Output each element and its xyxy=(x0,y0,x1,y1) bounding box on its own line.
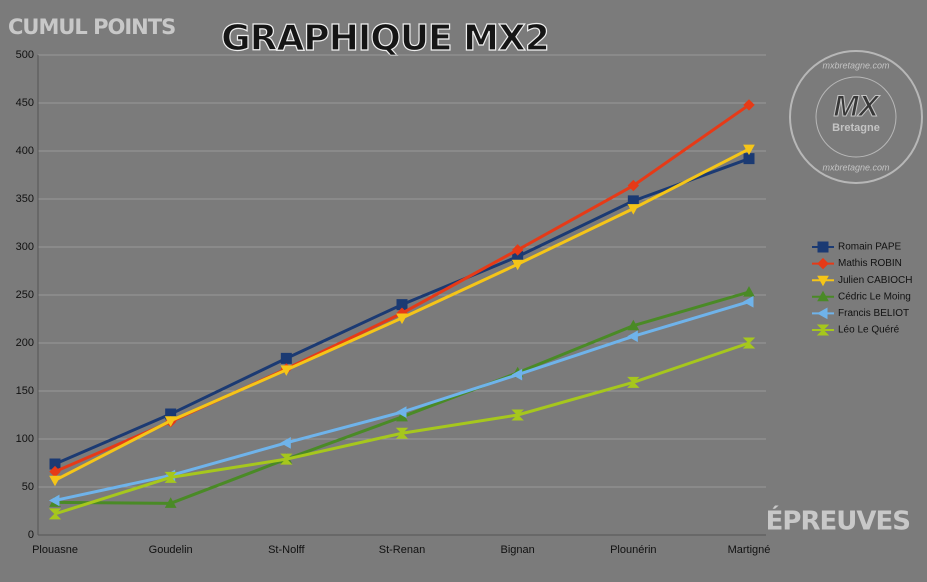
marker xyxy=(743,99,755,111)
marker xyxy=(280,365,293,376)
legend-label: Léo Le Quéré xyxy=(838,325,900,336)
marker xyxy=(627,376,640,388)
legend-label: Francis BELIOT xyxy=(838,308,909,319)
legend-label: Julien CABIOCH xyxy=(838,275,912,286)
watermark-ring xyxy=(789,50,923,184)
marker xyxy=(164,497,177,508)
plot-area: 0 50 100 150 200 250 300 350 400 450 500 Plouasne Go… xyxy=(16,49,913,556)
watermark-logo: MX xyxy=(834,90,881,123)
y-tick-label: 300 xyxy=(16,241,34,253)
marker xyxy=(280,436,291,449)
y-tick-label: 450 xyxy=(16,97,34,109)
y-tick-label: 200 xyxy=(16,337,34,349)
marker xyxy=(743,144,755,156)
marker xyxy=(395,406,407,418)
watermark-logo-sub: Bretagne xyxy=(832,122,880,134)
legend-marker xyxy=(817,275,829,287)
marker xyxy=(627,330,638,343)
legend-label: Cédric Le Moing xyxy=(838,291,911,302)
legend-marker xyxy=(817,241,829,253)
legend-marker xyxy=(817,257,829,270)
watermark: MX Bretagne mxbretagne.com mxbretagne.co… xyxy=(789,50,923,184)
legend-label: Romain PAPE xyxy=(838,242,902,253)
x-tick-label: Martigné xyxy=(728,544,771,556)
marker xyxy=(742,337,756,349)
y-tick-label: 400 xyxy=(16,145,34,157)
y-tick-label: 100 xyxy=(16,433,34,445)
legend-marker xyxy=(817,290,829,302)
marker xyxy=(627,179,640,192)
marker xyxy=(627,319,640,331)
y-tick-label: 500 xyxy=(16,49,34,61)
watermark-ring xyxy=(815,76,897,158)
marker xyxy=(511,409,524,421)
marker xyxy=(49,475,61,487)
marker xyxy=(48,508,62,520)
x-tick-label: Bignan xyxy=(501,544,535,556)
marker xyxy=(48,494,60,507)
x-axis-title: ÉPREUVES xyxy=(766,505,910,537)
marker xyxy=(280,352,292,364)
y-tick-label: 350 xyxy=(16,193,34,205)
marker xyxy=(164,471,177,483)
y-tick-label: 0 xyxy=(28,529,34,541)
x-tick-label: Plouasne xyxy=(32,544,78,556)
marker xyxy=(742,295,754,308)
marker xyxy=(395,427,409,439)
y-axis-title: CUMUL POINTS xyxy=(8,15,175,39)
watermark-site: mxbretagne.com xyxy=(822,162,890,172)
x-tick-label: Goudelin xyxy=(149,544,193,556)
marker xyxy=(511,244,524,256)
y-tick-label: 150 xyxy=(16,385,34,397)
marker xyxy=(511,368,523,381)
y-tick-label: 50 xyxy=(22,481,34,493)
legend-marker xyxy=(816,324,830,336)
x-tick-label: St-Renan xyxy=(379,544,425,556)
x-tick-label: Plounérin xyxy=(610,544,656,556)
y-tick-label: 250 xyxy=(16,289,34,301)
chart-title: GRAPHIQUE MX2 xyxy=(221,18,549,59)
marker xyxy=(627,204,640,215)
marker xyxy=(164,416,177,427)
marker xyxy=(743,286,755,297)
marker xyxy=(511,259,524,271)
marker xyxy=(280,453,293,465)
marker xyxy=(396,313,408,325)
marker xyxy=(743,153,755,165)
x-tick-label: St-Nolff xyxy=(268,544,305,556)
legend-marker xyxy=(816,307,828,320)
legend-label: Mathis ROBIN xyxy=(838,258,902,269)
watermark-site: mxbretagne.com xyxy=(822,60,890,70)
